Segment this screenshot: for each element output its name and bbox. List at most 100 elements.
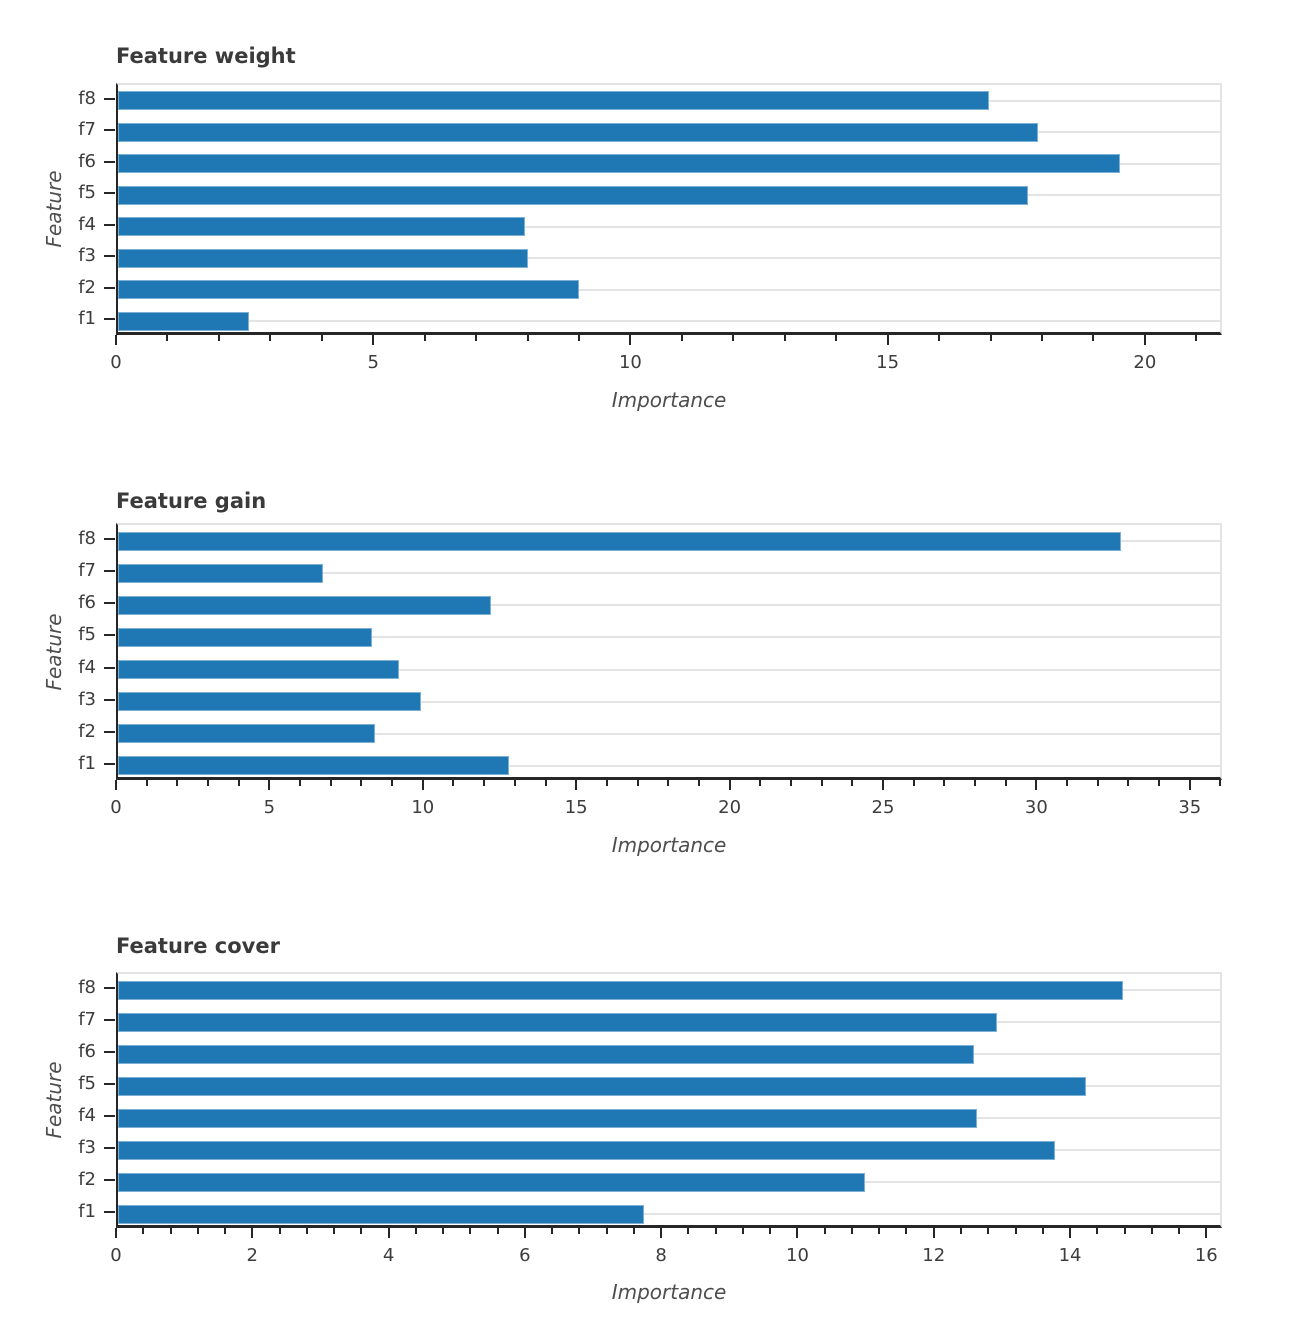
gridline [118, 764, 1220, 767]
bar-f3 [118, 692, 421, 712]
x-tick-label: 30 [1024, 797, 1048, 818]
x-tick-major [932, 1228, 935, 1238]
gridline [118, 572, 1220, 575]
bar-f7 [118, 122, 1039, 142]
x-tick-minor [989, 335, 992, 341]
x-tick-minor [632, 1228, 635, 1234]
plot-area [116, 972, 1222, 1228]
bar-f5 [118, 185, 1028, 205]
y-tick [104, 1019, 115, 1021]
y-tick-label: f5 [78, 624, 96, 646]
y-tick [104, 223, 115, 226]
x-tick-minor [680, 335, 683, 341]
x-tick-minor [1158, 780, 1161, 786]
x-tick-label: 14 [1058, 1245, 1082, 1266]
y-tick-label: f4 [78, 213, 96, 235]
x-tick-minor [442, 1228, 445, 1234]
x-tick-minor [783, 335, 786, 341]
y-tick-label: f7 [78, 119, 96, 141]
x-tick-minor [1096, 780, 1099, 786]
bar-f4 [118, 1108, 977, 1128]
bar-f6 [118, 595, 491, 615]
y-tick-label: f1 [78, 1201, 96, 1222]
x-tick-label: 5 [263, 797, 276, 818]
y-tick-label: f8 [78, 528, 96, 550]
y-tick-label: f7 [78, 560, 96, 582]
x-tick-minor [1123, 1228, 1126, 1234]
x-tick-label: 25 [871, 797, 895, 818]
y-tick [104, 1051, 115, 1053]
x-axis-label: Importance [611, 1280, 727, 1304]
x-tick-minor [1195, 335, 1198, 341]
x-tick-minor [1004, 780, 1007, 786]
x-tick-major [881, 780, 884, 790]
y-tick-label: f2 [78, 276, 96, 298]
x-tick-minor [496, 1228, 499, 1234]
x-tick-major [660, 1228, 663, 1238]
x-tick-major [1205, 1228, 1208, 1238]
chart-title: Feature cover [116, 934, 280, 958]
y-tick-label: f4 [78, 656, 96, 678]
bar-f8 [118, 531, 1121, 551]
x-tick-major [372, 335, 375, 345]
x-tick-minor [938, 335, 941, 341]
bar-f2 [118, 280, 580, 300]
y-tick-label: f5 [78, 182, 96, 204]
bar-f7 [118, 1012, 998, 1032]
y-tick-label: f6 [78, 1041, 96, 1062]
x-tick-minor [320, 335, 323, 341]
x-tick-minor [526, 335, 529, 341]
x-tick-minor [299, 780, 302, 786]
x-tick-minor [544, 780, 547, 786]
x-tick-minor [278, 1228, 281, 1234]
y-tick-label: f3 [78, 688, 96, 710]
bar-f8 [118, 980, 1123, 1000]
x-tick-label: 10 [618, 352, 642, 373]
x-tick-minor [732, 335, 735, 341]
x-tick-label: 6 [519, 1245, 531, 1266]
y-tick [104, 698, 115, 701]
x-tick-minor [452, 780, 455, 786]
x-tick-major [268, 780, 271, 790]
x-tick-label: 10 [411, 797, 435, 818]
x-tick-minor [667, 780, 670, 786]
x-tick-minor [166, 335, 169, 341]
y-tick [104, 160, 115, 163]
x-tick-minor [475, 335, 478, 341]
y-tick [104, 1211, 115, 1213]
bar-f1 [118, 311, 249, 331]
bar-f6 [118, 154, 1121, 174]
x-tick-label: 0 [110, 1245, 122, 1266]
x-tick-minor [217, 335, 220, 341]
x-tick-minor [469, 1228, 472, 1234]
y-tick [104, 730, 115, 733]
x-tick-major [728, 780, 731, 790]
x-tick-major [796, 1228, 799, 1238]
x-axis-label: Importance [611, 388, 727, 412]
y-tick [104, 634, 115, 637]
y-tick [104, 97, 115, 100]
x-tick-major [115, 780, 117, 790]
chart-title: Feature gain [116, 489, 267, 513]
x-tick-major [251, 1228, 254, 1238]
gridline [118, 1213, 1220, 1215]
x-tick-minor [169, 1228, 172, 1234]
x-tick-minor [196, 1228, 199, 1234]
x-tick-label: 10 [786, 1245, 809, 1266]
y-tick [104, 570, 115, 573]
y-tick-label: f3 [78, 245, 96, 267]
x-tick-minor [360, 1228, 363, 1234]
gridline [118, 288, 1220, 291]
bar-f5 [118, 1076, 1086, 1096]
gridline [118, 636, 1220, 639]
x-tick-label: 20 [1133, 352, 1157, 373]
x-tick-major [115, 1228, 117, 1238]
x-tick-minor [423, 335, 426, 341]
y-tick [104, 1115, 115, 1117]
x-tick-label: 2 [246, 1245, 259, 1266]
y-tick-label: f2 [78, 720, 96, 742]
y-tick [104, 255, 115, 258]
x-tick-label: 35 [1178, 797, 1202, 818]
x-tick-major [387, 1228, 390, 1238]
